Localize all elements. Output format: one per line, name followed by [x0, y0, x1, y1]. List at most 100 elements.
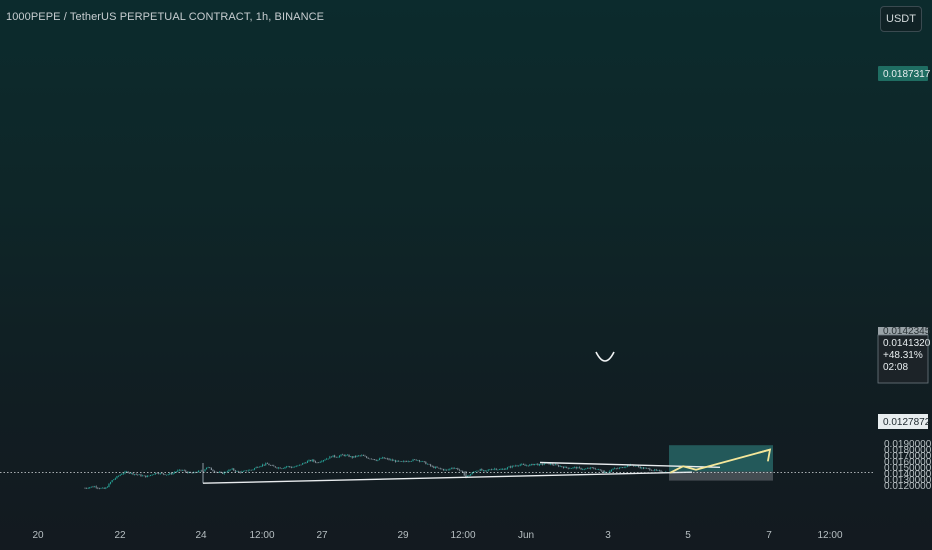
candle-body [649, 468, 651, 471]
drawing-lines[interactable] [0, 351, 874, 484]
candle-body [228, 469, 230, 472]
candle-body [271, 465, 273, 466]
candle-body [292, 467, 294, 468]
candle-body [258, 466, 260, 468]
candle-body [138, 474, 140, 476]
candle-body [577, 467, 579, 469]
stop-zone[interactable] [669, 471, 773, 481]
candle-body [574, 467, 576, 468]
candle-body [97, 487, 99, 489]
candle-body [263, 464, 265, 466]
candle-body [238, 471, 240, 472]
candle-body [502, 469, 504, 470]
candle-body [167, 474, 169, 475]
candle-body [140, 474, 142, 477]
candle-body [151, 474, 153, 476]
candle-body [524, 464, 526, 466]
candle-body [511, 465, 513, 468]
target-price-badge-bg [878, 66, 928, 81]
candle-body [286, 466, 288, 468]
candle-body [370, 458, 372, 460]
entry-price-badge-text: 0.0142345 [883, 326, 931, 337]
candle-body [614, 468, 616, 469]
candle-body [234, 470, 236, 472]
candle-body [358, 455, 360, 457]
candle-body [626, 465, 628, 467]
x-tick-label: 20 [32, 530, 44, 541]
candle-body [460, 470, 462, 471]
candle-body [622, 467, 624, 468]
candle-body [354, 456, 356, 457]
lower-trendline[interactable] [202, 471, 693, 484]
current-price-badge-bg [878, 335, 928, 383]
candle-body [462, 470, 464, 473]
candle-body [567, 467, 569, 469]
candle-body [98, 488, 100, 489]
candle-body [102, 487, 104, 489]
currency-button[interactable]: USDT [880, 6, 922, 32]
candle-body [108, 483, 110, 487]
candle-body [412, 459, 414, 461]
candle-body [489, 469, 491, 471]
candle-body [428, 464, 430, 465]
candle-body [161, 473, 163, 474]
candle-body [250, 469, 252, 471]
time-axis[interactable]: 20 22 24 12:00 27 29 12:00 Jun 3 5 7 12:00 [32, 530, 843, 541]
candle-body [423, 461, 425, 462]
x-tick-label: 12:00 [249, 530, 274, 541]
candle-body [650, 470, 652, 471]
candle-body [646, 467, 648, 469]
candle-body [233, 468, 235, 471]
candle-body [100, 488, 102, 489]
candle-body [342, 454, 344, 456]
stop-price-badge-text: 0.0127872 [883, 417, 931, 428]
candle-body [654, 469, 656, 471]
candle-body [327, 458, 329, 460]
candle-body [582, 469, 584, 470]
candle-body [225, 472, 227, 473]
candle-body [310, 460, 312, 461]
candle-body [449, 468, 451, 470]
candle-body [137, 474, 139, 476]
candle-body [110, 482, 112, 484]
candle-body [375, 460, 377, 461]
candle-body [178, 469, 180, 471]
candle-body [415, 459, 417, 461]
candle-body [441, 468, 443, 470]
price-axis[interactable]: 0.01200000.01300000.01400000.01500000.01… [884, 439, 932, 492]
y-tick-label: 0.0180000 [884, 445, 932, 456]
candle-body [513, 465, 515, 467]
candle-body [321, 461, 323, 462]
candle-body [162, 473, 164, 475]
candle-body [495, 468, 497, 470]
candle-body [348, 454, 350, 457]
candle-body [231, 468, 233, 470]
candle-body [388, 458, 390, 460]
projection-arrowhead [758, 448, 772, 462]
candle-body [628, 465, 630, 466]
candle-body [367, 457, 369, 459]
candle-body [303, 462, 305, 464]
candle-body [420, 461, 422, 462]
upper-trendline[interactable] [539, 461, 721, 468]
target-price-badge-text: 0.0187317 [883, 69, 931, 80]
candle-body [114, 478, 116, 480]
candle-body [447, 469, 449, 471]
candle-body [244, 470, 246, 472]
candle-body [148, 475, 150, 477]
candle-body [377, 459, 379, 461]
candle-body [209, 467, 211, 468]
candle-body [486, 470, 488, 472]
candle-body [406, 461, 408, 462]
candle-body [86, 488, 88, 489]
candle-body [169, 473, 171, 475]
candle-body [580, 467, 582, 470]
pivot-arc[interactable] [595, 351, 615, 362]
candle-body [318, 462, 320, 464]
projection-path[interactable] [669, 448, 771, 474]
candle-body [641, 467, 643, 469]
candle-body [308, 460, 310, 461]
candle-body [638, 465, 640, 467]
candle-body [103, 487, 105, 489]
